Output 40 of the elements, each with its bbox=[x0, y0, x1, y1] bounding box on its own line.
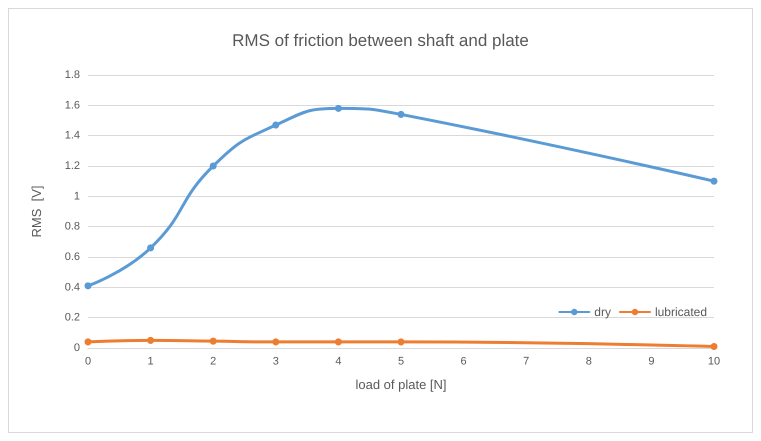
point bbox=[272, 338, 280, 346]
x-tick-label: 3 bbox=[272, 356, 279, 368]
y-tick-label: 1 bbox=[74, 190, 80, 202]
y-tick-label: 1.8 bbox=[64, 69, 80, 81]
x-axis-title: load of plate [N] bbox=[355, 377, 447, 392]
point bbox=[710, 178, 718, 185]
chart-title: RMS of friction between shaft and plate bbox=[232, 31, 529, 50]
point bbox=[710, 342, 718, 350]
point bbox=[84, 282, 92, 290]
y-tick-label: 1.4 bbox=[64, 130, 80, 142]
point bbox=[210, 338, 217, 345]
x-tick-label: 2 bbox=[210, 356, 216, 368]
legend-label: dry bbox=[594, 305, 611, 319]
x-tick-label: 6 bbox=[460, 356, 467, 368]
x-tick-label: 5 bbox=[398, 356, 404, 368]
y-tick-label: 0 bbox=[74, 342, 80, 354]
y-tick-label: 0.4 bbox=[64, 281, 80, 294]
x-tick-label: 9 bbox=[648, 356, 654, 368]
x-tick-label: 0 bbox=[84, 356, 92, 368]
y-tick-label: 1.6 bbox=[64, 99, 80, 112]
x-tick-label: 8 bbox=[586, 356, 592, 368]
y-tick-label: 0.2 bbox=[64, 312, 80, 324]
y-tick-label: 0.8 bbox=[64, 220, 80, 233]
point bbox=[272, 122, 280, 129]
x-tick-label: 1 bbox=[148, 356, 154, 368]
y-tick-label: 1.2 bbox=[64, 160, 80, 172]
x-tick-label: 4 bbox=[335, 356, 342, 368]
point bbox=[84, 338, 92, 346]
y-tick-label: 0.6 bbox=[64, 251, 80, 263]
point bbox=[398, 110, 404, 118]
point bbox=[334, 104, 342, 112]
x-tick-label: 10 bbox=[708, 356, 720, 368]
legend-label: lubricated bbox=[654, 305, 707, 319]
y-axis-title: RMS [V] bbox=[29, 185, 44, 238]
point bbox=[210, 162, 217, 170]
x-tick-label: 7 bbox=[523, 356, 530, 368]
point bbox=[398, 338, 404, 346]
point bbox=[334, 338, 342, 346]
point bbox=[147, 244, 154, 252]
point bbox=[147, 336, 154, 344]
